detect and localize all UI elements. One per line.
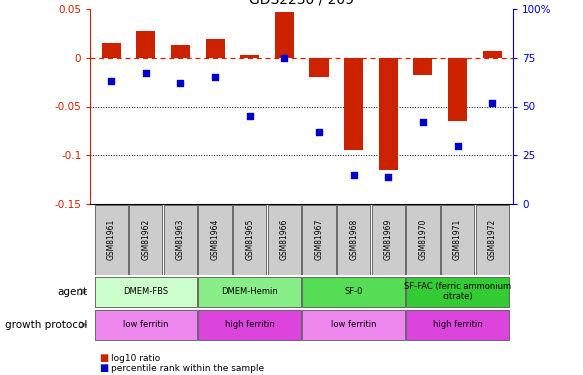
- Bar: [310, 58, 329, 77]
- Text: GSM81970: GSM81970: [419, 219, 427, 260]
- Text: ■: ■: [99, 353, 108, 363]
- Point: [314, 129, 324, 135]
- Bar: [136, 32, 155, 58]
- Text: SF-0: SF-0: [345, 287, 363, 296]
- Bar: [413, 58, 433, 75]
- Text: percentile rank within the sample: percentile rank within the sample: [111, 364, 264, 373]
- Bar: [476, 205, 509, 274]
- Text: low ferritin: low ferritin: [123, 320, 168, 329]
- Point: [384, 174, 393, 180]
- Text: growth protocol: growth protocol: [5, 320, 87, 330]
- Bar: [171, 45, 190, 58]
- Bar: [344, 58, 363, 150]
- Point: [280, 55, 289, 61]
- Title: GDS2230 / 209: GDS2230 / 209: [249, 0, 354, 6]
- Point: [210, 74, 220, 80]
- Bar: [406, 277, 509, 307]
- Bar: [94, 277, 197, 307]
- Bar: [303, 277, 405, 307]
- Point: [176, 80, 185, 86]
- Point: [245, 113, 254, 119]
- Text: DMEM-FBS: DMEM-FBS: [123, 287, 168, 296]
- Bar: [198, 277, 301, 307]
- Bar: [303, 310, 405, 340]
- Bar: [441, 205, 474, 274]
- Bar: [379, 58, 398, 170]
- Bar: [233, 205, 266, 274]
- Bar: [198, 205, 231, 274]
- Bar: [275, 12, 294, 58]
- Text: agent: agent: [57, 287, 87, 297]
- Bar: [101, 43, 121, 58]
- Bar: [206, 39, 224, 58]
- Bar: [240, 55, 259, 58]
- Text: GSM81967: GSM81967: [314, 219, 324, 260]
- Text: DMEM-Hemin: DMEM-Hemin: [222, 287, 278, 296]
- Bar: [268, 205, 301, 274]
- Bar: [129, 205, 163, 274]
- Bar: [483, 51, 502, 58]
- Text: high ferritin: high ferritin: [225, 320, 275, 329]
- Text: high ferritin: high ferritin: [433, 320, 482, 329]
- Bar: [337, 205, 370, 274]
- Bar: [406, 310, 509, 340]
- Point: [141, 70, 150, 76]
- Text: low ferritin: low ferritin: [331, 320, 377, 329]
- Text: GSM81964: GSM81964: [210, 219, 220, 260]
- Bar: [94, 310, 197, 340]
- Bar: [448, 58, 467, 121]
- Point: [107, 78, 116, 84]
- Bar: [372, 205, 405, 274]
- Text: GSM81969: GSM81969: [384, 219, 393, 260]
- Bar: [94, 205, 128, 274]
- Point: [487, 100, 497, 106]
- Text: GSM81965: GSM81965: [245, 219, 254, 260]
- Bar: [406, 205, 440, 274]
- Point: [453, 142, 462, 148]
- Point: [349, 172, 359, 178]
- Text: log10 ratio: log10 ratio: [111, 354, 160, 363]
- Point: [418, 119, 427, 125]
- Text: GSM81971: GSM81971: [453, 219, 462, 260]
- Bar: [198, 310, 301, 340]
- Bar: [303, 205, 336, 274]
- Text: ■: ■: [99, 363, 108, 373]
- Text: GSM81963: GSM81963: [176, 219, 185, 260]
- Text: GSM81966: GSM81966: [280, 219, 289, 260]
- Text: GSM81962: GSM81962: [141, 219, 150, 260]
- Text: GSM81968: GSM81968: [349, 219, 358, 260]
- Text: GSM81961: GSM81961: [107, 219, 115, 260]
- Bar: [164, 205, 197, 274]
- Text: SF-FAC (ferric ammonium
citrate): SF-FAC (ferric ammonium citrate): [404, 282, 511, 302]
- Text: GSM81972: GSM81972: [488, 219, 497, 260]
